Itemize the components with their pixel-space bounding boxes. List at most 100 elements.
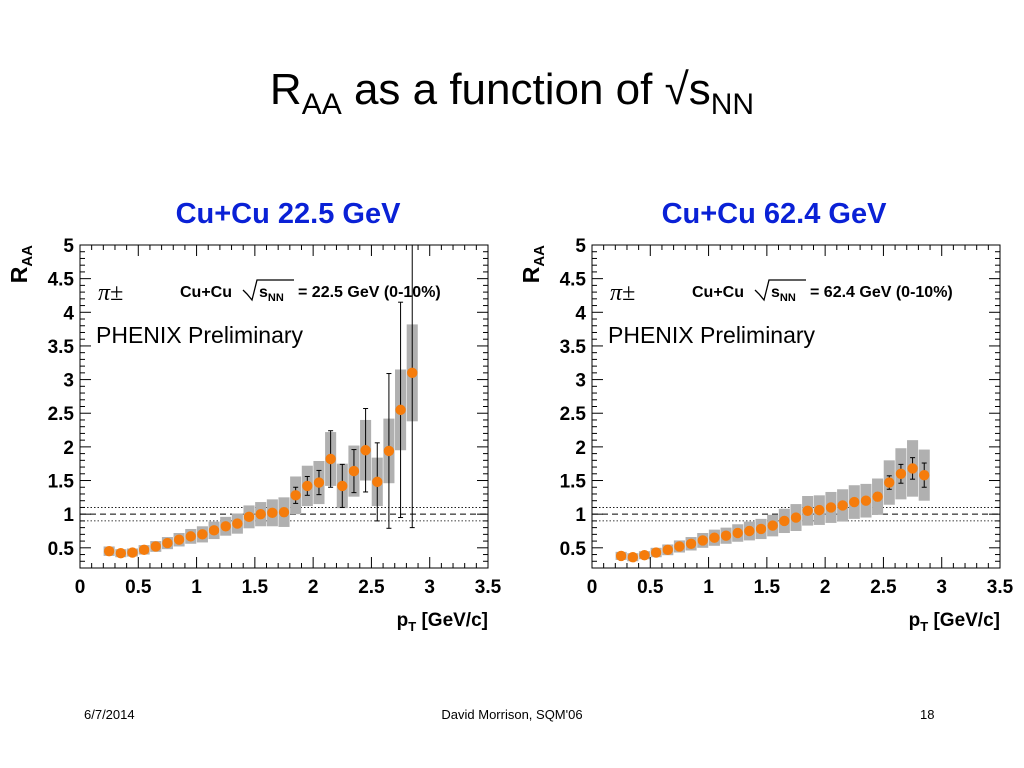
x-tick-label: 1.5 xyxy=(242,577,269,598)
data-point xyxy=(185,531,196,542)
data-point xyxy=(884,477,895,488)
data-point xyxy=(220,521,231,532)
preliminary-label: PHENIX Preliminary xyxy=(96,322,304,348)
preliminary-label: PHENIX Preliminary xyxy=(608,322,816,348)
x-tick-label: 3.5 xyxy=(987,577,1014,598)
data-point xyxy=(767,520,778,531)
y-tick-label: 2 xyxy=(63,438,74,459)
y-tick-label: 1 xyxy=(63,505,74,526)
energy-label: = 62.4 GeV (0-10%) xyxy=(810,284,953,301)
x-tick-label: 2.5 xyxy=(870,577,897,598)
y-tick-label: 1.5 xyxy=(48,472,75,493)
data-point xyxy=(278,506,290,518)
data-point xyxy=(395,404,406,416)
data-point xyxy=(802,505,813,517)
data-point xyxy=(732,527,743,539)
footer-author: David Morrison, SQM'06 xyxy=(441,707,583,722)
data-point xyxy=(255,508,266,520)
x-tick-label: 2 xyxy=(820,577,831,598)
data-point xyxy=(825,502,837,513)
x-axis-label: pT [GeV/c] xyxy=(909,610,1000,634)
data-point xyxy=(337,480,348,492)
data-point xyxy=(138,544,150,556)
data-point xyxy=(407,367,418,379)
y-tick-label: 2.5 xyxy=(560,404,587,425)
y-tick-label: 4.5 xyxy=(560,270,587,291)
title-mid: as a function of √s xyxy=(341,65,711,114)
y-tick-label: 3.5 xyxy=(48,337,75,358)
data-point xyxy=(325,453,336,465)
data-point xyxy=(243,511,255,523)
data-point xyxy=(849,496,860,508)
panel-title-left: Cu+Cu 22.5 GeV xyxy=(175,198,401,230)
data-point xyxy=(790,512,802,523)
x-axis-label: pT [GeV/c] xyxy=(397,610,488,634)
y-tick-label: 3.5 xyxy=(560,337,587,358)
footer-date: 6/7/2014 xyxy=(84,707,135,722)
x-tick-label: 0.5 xyxy=(637,577,664,598)
data-point xyxy=(697,535,708,546)
y-tick-label: 2 xyxy=(575,438,586,459)
particle-label: π± xyxy=(98,280,123,306)
particle-label: π± xyxy=(610,280,635,306)
data-point xyxy=(744,525,755,537)
y-tick-label: 3 xyxy=(575,371,586,392)
data-point xyxy=(720,530,732,541)
data-point xyxy=(837,500,848,511)
page-number: 18 xyxy=(920,707,935,722)
data-point xyxy=(127,547,138,558)
data-point xyxy=(627,552,638,563)
data-point xyxy=(709,532,720,543)
data-point xyxy=(302,480,313,492)
data-point xyxy=(662,544,673,556)
x-tick-label: 1 xyxy=(191,577,202,598)
data-point xyxy=(267,507,278,519)
data-point xyxy=(150,541,161,552)
y-tick-label: 4 xyxy=(63,303,74,324)
data-point xyxy=(348,465,360,477)
data-point xyxy=(779,515,790,527)
data-point xyxy=(650,547,662,558)
y-axis-label: RAA xyxy=(6,245,36,283)
x-tick-label: 3 xyxy=(424,577,435,598)
y-tick-label: 1 xyxy=(575,505,586,526)
x-tick-label: 0.5 xyxy=(125,577,152,598)
x-tick-label: 2 xyxy=(308,577,319,598)
data-point xyxy=(197,529,208,540)
title-sub-aa: AA xyxy=(301,87,342,121)
x-tick-label: 3 xyxy=(936,577,947,598)
y-tick-label: 0.5 xyxy=(48,539,75,560)
data-point xyxy=(895,468,907,479)
data-point xyxy=(372,476,383,488)
y-tick-label: 3 xyxy=(63,371,74,392)
system-label: Cu+Cu xyxy=(692,284,744,301)
y-tick-label: 5 xyxy=(575,236,586,257)
data-point xyxy=(919,469,930,481)
data-point xyxy=(360,445,371,456)
data-point xyxy=(383,445,395,457)
data-point xyxy=(162,537,173,549)
sqrt-s-nn-label: sNN xyxy=(771,284,796,304)
data-point xyxy=(674,541,685,552)
y-tick-label: 1.5 xyxy=(560,472,587,493)
title-sub-nn: NN xyxy=(710,87,755,121)
sqrt-s-nn-label: sNN xyxy=(259,284,284,304)
y-axis-label: RAA xyxy=(518,245,548,283)
data-point xyxy=(755,523,767,535)
sqrt-symbol xyxy=(754,279,806,302)
x-tick-label: 1 xyxy=(703,577,714,598)
data-point xyxy=(872,491,883,502)
y-tick-label: 4.5 xyxy=(48,270,75,291)
data-point xyxy=(860,495,872,506)
y-tick-label: 0.5 xyxy=(560,539,587,560)
y-tick-label: 4 xyxy=(575,303,586,324)
x-tick-label: 0 xyxy=(587,577,598,598)
title-main: R xyxy=(269,65,302,114)
panel-title-right: Cu+Cu 62.4 GeV xyxy=(661,198,887,230)
data-point xyxy=(208,525,220,536)
data-point xyxy=(290,490,301,501)
data-point xyxy=(615,550,627,562)
data-point xyxy=(814,504,825,516)
